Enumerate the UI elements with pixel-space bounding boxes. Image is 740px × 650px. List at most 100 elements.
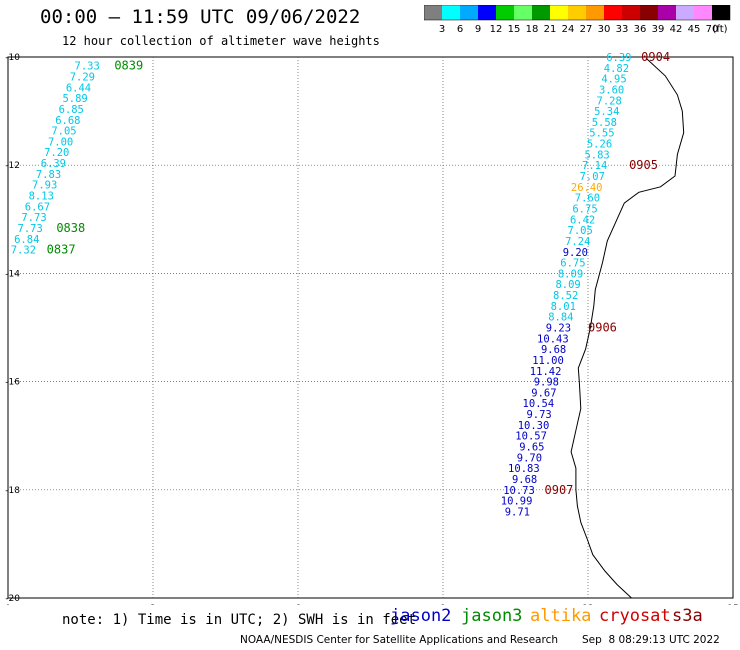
scale-swatch (460, 5, 478, 20)
scale-swatch (640, 5, 658, 20)
wave-height-value: 10.83 (508, 463, 540, 475)
scale-label: 70 (706, 24, 719, 35)
wave-height-value: 7.93 (32, 180, 57, 192)
scale-swatch (586, 5, 604, 20)
scale-label: 3 (439, 24, 445, 35)
wave-height-value: 7.33 (75, 61, 100, 73)
wave-height-value: 9.68 (512, 474, 537, 486)
wave-height-value: 8.01 (551, 301, 576, 313)
map-subtitle: 12 hour collection of altimeter wave hei… (62, 34, 380, 48)
wave-height-value: 10.99 (501, 496, 533, 508)
wave-height-value: 8.84 (548, 312, 573, 324)
wave-height-value: 7.20 (44, 147, 69, 159)
scale-label: 45 (688, 24, 701, 35)
wave-height-value: 10.30 (518, 420, 550, 432)
wave-height-value: 7.73 (21, 212, 46, 224)
wave-height-value: 4.82 (604, 63, 629, 75)
wave-height-value: 6.39 (41, 158, 66, 170)
wave-height-value: 8.13 (29, 190, 54, 202)
wave-height-value: 11.00 (532, 355, 564, 367)
wave-height-value: 9.71 (505, 506, 530, 518)
pass-time-label: 0837 (47, 243, 76, 257)
wave-height-value: 8.09 (558, 268, 583, 280)
wave-height-value: 5.55 (589, 128, 614, 140)
wave-height-value: 5.34 (594, 106, 619, 118)
scale-label: 27 (580, 24, 593, 35)
y-tick-label: -18 (5, 486, 20, 496)
wave-height-value: 7.05 (51, 126, 76, 138)
scale-label: 24 (562, 24, 575, 35)
wave-height-value: 7.32 (11, 245, 36, 257)
scale-label: 30 (598, 24, 611, 35)
scale-label: 39 (652, 24, 665, 35)
wave-height-value: 6.67 (25, 201, 50, 213)
wave-height-value: 9.23 (546, 323, 571, 335)
footer-credit: NOAA/NESDIS Center for Satellite Applica… (240, 634, 558, 646)
wave-height-value: 6.68 (55, 115, 80, 127)
x-tick-label: 6 (295, 604, 301, 605)
note-text: note: 1) Time is in UTC; 2) SWH is in fe… (62, 612, 417, 628)
scale-swatch (658, 5, 676, 20)
pass-time-label: 0905 (629, 158, 658, 172)
scale-label: 36 (634, 24, 647, 35)
wave-height-value: 7.28 (597, 95, 622, 107)
scale-swatch (496, 5, 514, 20)
wave-height-value: 9.67 (531, 387, 556, 399)
wave-height-value: 9.65 (519, 442, 544, 454)
wave-height-value: 26.40 (571, 182, 603, 194)
scale-label: 21 (544, 24, 557, 35)
wave-height-value: 9.70 (517, 452, 542, 464)
scale-label: 12 (490, 24, 503, 35)
wave-height-value: 6.75 (560, 258, 585, 270)
y-tick-label: -10 (5, 53, 20, 63)
scale-swatch (424, 5, 442, 20)
scale-swatch (478, 5, 496, 20)
x-tick-label: 15 (727, 604, 738, 605)
coastline (570, 57, 685, 599)
wave-height-value: 9.68 (541, 344, 566, 356)
wave-height-value: 7.24 (565, 236, 590, 248)
x-tick-label: 0 (5, 604, 11, 605)
wave-height-value: 5.89 (62, 93, 87, 105)
wave-height-value: 9.98 (534, 377, 559, 389)
wave-height-value: 10.54 (523, 398, 555, 410)
wave-height-value: 10.73 (503, 485, 535, 497)
wave-height-value: 8.09 (555, 279, 580, 291)
scale-swatch (622, 5, 640, 20)
wave-height-value: 9.20 (563, 247, 588, 259)
pass-time-label: 0906 (588, 321, 617, 335)
satellite-legend-jason2: jason2 (390, 606, 452, 626)
footer-timestamp: Sep 8 08:29:13 UTC 2022 (582, 634, 720, 646)
wave-height-value: 8.52 (553, 290, 578, 302)
pass-time-label: 0839 (114, 59, 143, 73)
wave-height-color-scale: 3 6 9 12 15 18 21 24 27 30 33 36 39 42 45 70(ft) (424, 5, 731, 35)
scale-swatch (442, 5, 460, 20)
satellite-legend-altika: altika (530, 606, 592, 626)
scale-label: 15 (508, 24, 521, 35)
scale-swatch (550, 5, 568, 20)
map-frame (7, 56, 734, 599)
wave-height-value: 5.83 (584, 149, 609, 161)
wave-height-value: 11.42 (530, 366, 562, 378)
scale-label: 33 (616, 24, 629, 35)
scale-swatch (532, 5, 550, 20)
wave-height-value: 10.43 (537, 333, 569, 345)
wave-height-value: 6.44 (66, 82, 91, 94)
satellite-legend-jason3: jason3 (461, 606, 523, 626)
scale-swatch (514, 5, 532, 20)
scale-label: 6 (457, 24, 463, 35)
wave-height-value: 6.75 (572, 203, 597, 215)
y-tick-label: -20 (5, 594, 20, 604)
scale-swatch (712, 5, 730, 20)
x-tick-label: 3 (150, 604, 156, 605)
wave-height-value: 10.57 (515, 431, 547, 443)
wave-height-value: 7.60 (575, 193, 600, 205)
x-tick-label: 12 (582, 604, 593, 605)
wave-height-value: 6.84 (14, 234, 39, 246)
scale-swatch (676, 5, 694, 20)
wave-height-value: 6.39 (606, 52, 631, 64)
scale-swatch (568, 5, 586, 20)
wave-height-value: 7.29 (70, 71, 95, 83)
satellite-legend-cryosat: cryosat (599, 606, 671, 626)
wave-height-value: 6.42 (570, 214, 595, 226)
